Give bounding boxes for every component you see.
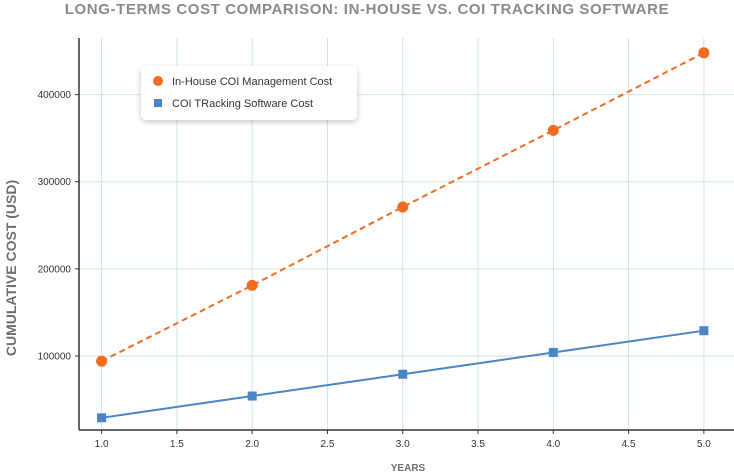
data-point-1 bbox=[96, 355, 108, 367]
data-point-1 bbox=[547, 124, 559, 136]
legend-box bbox=[141, 66, 357, 120]
legend-marker-1 bbox=[153, 76, 163, 86]
y-tick-label: 100000 bbox=[38, 351, 72, 362]
y-tick-label: 300000 bbox=[38, 177, 72, 188]
x-tick-label: 4.0 bbox=[546, 439, 560, 450]
data-point-1 bbox=[397, 201, 409, 213]
data-point-2 bbox=[97, 413, 107, 423]
data-point-2 bbox=[548, 347, 558, 357]
series-line-1 bbox=[101, 51, 705, 363]
data-point-1 bbox=[698, 47, 710, 59]
tick-labels: 1.0 1.5 2.0 2.5 3.0 3.5 4.0 4.5 5.0 100000 200000 3… bbox=[38, 90, 712, 450]
data-point-2 bbox=[398, 369, 408, 379]
x-tick-label: 5.0 bbox=[697, 439, 711, 450]
data-point-2 bbox=[699, 326, 709, 336]
x-tick-label: 1.5 bbox=[170, 439, 184, 450]
axes bbox=[75, 38, 734, 434]
legend: In-House COI Management Cost COI TRacking… bbox=[141, 66, 357, 120]
series bbox=[96, 47, 710, 423]
data-point-2 bbox=[247, 391, 257, 401]
legend-label-1: In-House COI Management Cost bbox=[172, 76, 332, 88]
x-tick-label: 3.0 bbox=[396, 439, 410, 450]
x-tick-label: 1.0 bbox=[95, 439, 109, 450]
x-tick-label: 2.5 bbox=[320, 439, 334, 450]
y-tick-label: 400000 bbox=[38, 90, 72, 101]
x-tick-label: 2.0 bbox=[245, 439, 259, 450]
chart-title: LONG-TERMS COST COMPARISON: IN-HOUSE VS.… bbox=[64, 1, 670, 18]
x-tick-label: 4.5 bbox=[622, 439, 636, 450]
data-point-1 bbox=[246, 279, 258, 291]
y-axis-label: CUMULATIVE COST (USD) bbox=[3, 180, 19, 356]
x-tick-label: 3.5 bbox=[471, 439, 485, 450]
x-axis-label: YEARS bbox=[391, 463, 426, 472]
legend-marker-2 bbox=[154, 99, 162, 107]
legend-label-2: COI TRacking Software Cost bbox=[172, 98, 313, 110]
y-tick-label: 200000 bbox=[38, 264, 72, 275]
